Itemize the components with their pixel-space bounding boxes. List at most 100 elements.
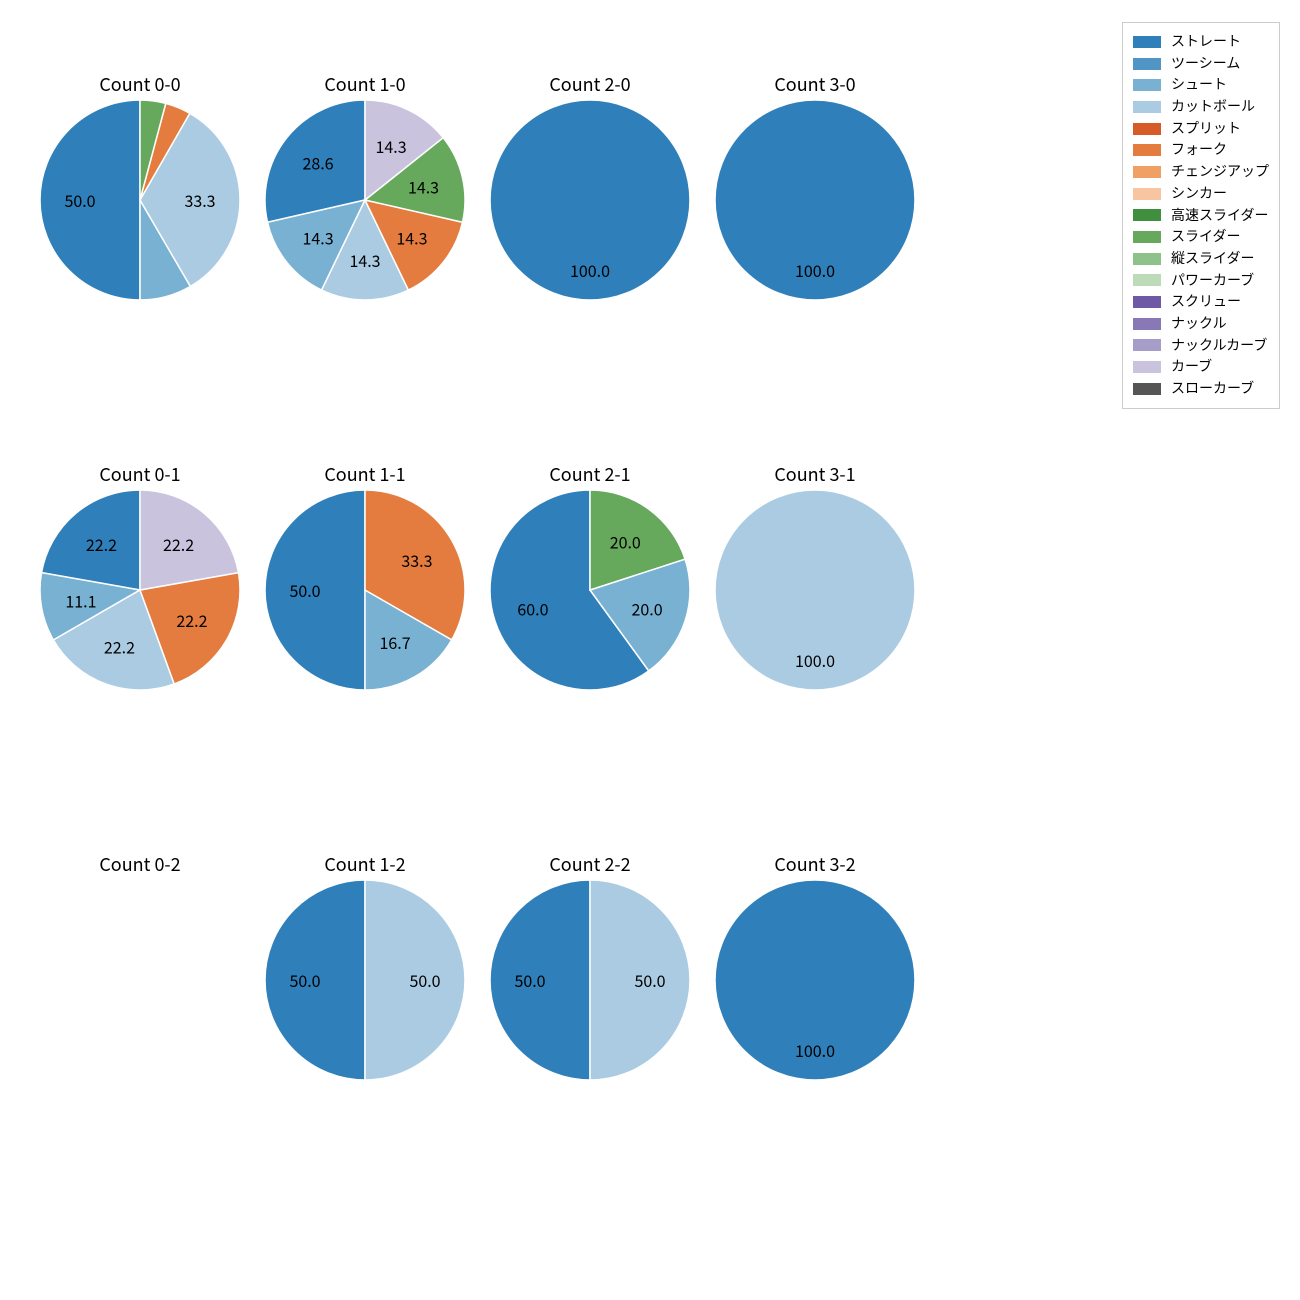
- legend-swatch: [1133, 101, 1161, 113]
- slice-label: 11.1: [65, 588, 96, 612]
- legend-item: 高速スライダー: [1133, 205, 1269, 227]
- chart-title: Count 3-1: [690, 461, 940, 487]
- chart-title: Count 1-0: [240, 71, 490, 97]
- slice-label: 14.3: [349, 248, 380, 272]
- pie-chart: Count 1-028.614.314.314.314.314.3: [240, 95, 490, 345]
- legend-item: フォーク: [1133, 139, 1269, 161]
- slice-label: 28.6: [303, 151, 334, 175]
- legend-label: カーブ: [1171, 356, 1212, 378]
- legend-swatch: [1133, 383, 1161, 395]
- chart-title: Count 1-2: [240, 851, 490, 877]
- legend-label: シュート: [1171, 74, 1227, 96]
- slice-label: 50.0: [289, 578, 320, 602]
- slice-label: 14.3: [396, 225, 427, 249]
- pie-chart: Count 2-250.050.0: [465, 875, 715, 1125]
- chart-title: Count 0-0: [15, 71, 265, 97]
- chart-title: Count 2-2: [465, 851, 715, 877]
- legend-label: スライダー: [1171, 226, 1240, 248]
- legend-swatch: [1133, 188, 1161, 200]
- slice-label: 14.3: [375, 134, 406, 158]
- legend-label: カットボール: [1171, 96, 1255, 118]
- legend-swatch: [1133, 209, 1161, 221]
- legend-item: ストレート: [1133, 31, 1269, 53]
- legend-swatch: [1133, 274, 1161, 286]
- legend-swatch: [1133, 231, 1161, 243]
- legend-label: フォーク: [1171, 139, 1227, 161]
- chart-title: Count 3-2: [690, 851, 940, 877]
- legend-item: 縦スライダー: [1133, 248, 1269, 270]
- pie-chart: Count 3-0100.0: [690, 95, 940, 345]
- legend-label: スプリット: [1171, 118, 1241, 140]
- slice-label: 50.0: [289, 968, 320, 992]
- legend-swatch: [1133, 253, 1161, 265]
- chart-title: Count 2-1: [465, 461, 715, 487]
- legend-swatch: [1133, 58, 1161, 70]
- legend-swatch: [1133, 79, 1161, 91]
- legend-label: シンカー: [1171, 183, 1227, 205]
- legend-item: ナックルカーブ: [1133, 335, 1269, 357]
- legend-item: カーブ: [1133, 356, 1269, 378]
- chart-title: Count 3-0: [690, 71, 940, 97]
- legend-item: ナックル: [1133, 313, 1269, 335]
- legend-item: スライダー: [1133, 226, 1269, 248]
- pie-chart: Count 3-2100.0: [690, 875, 940, 1125]
- legend-item: スローカーブ: [1133, 378, 1269, 400]
- slice-label: 14.3: [408, 175, 439, 199]
- pitch-type-legend: ストレートツーシームシュートカットボールスプリットフォークチェンジアップシンカー…: [1122, 22, 1280, 409]
- slice-label: 50.0: [409, 968, 440, 992]
- slice-label: 16.7: [380, 630, 411, 654]
- chart-title: Count 0-1: [15, 461, 265, 487]
- legend-label: スクリュー: [1171, 291, 1241, 313]
- legend-label: チェンジアップ: [1171, 161, 1269, 183]
- slice-label: 22.2: [104, 634, 135, 658]
- slice-label: 20.0: [610, 529, 641, 553]
- legend-item: スクリュー: [1133, 291, 1269, 313]
- pie-chart: Count 2-0100.0: [465, 95, 715, 345]
- slice-label: 22.2: [86, 532, 117, 556]
- pie-chart: Count 2-160.020.020.0: [465, 485, 715, 735]
- legend-item: パワーカーブ: [1133, 270, 1269, 292]
- legend-label: 縦スライダー: [1171, 248, 1254, 270]
- slice-label: 100.0: [795, 1038, 835, 1062]
- legend-item: シンカー: [1133, 183, 1269, 205]
- legend-label: ナックル: [1171, 313, 1227, 335]
- legend-item: カットボール: [1133, 96, 1269, 118]
- legend-item: スプリット: [1133, 118, 1269, 140]
- slice-label: 100.0: [795, 648, 835, 672]
- pie-chart: Count 1-150.016.733.3: [240, 485, 490, 735]
- slice-label: 60.0: [517, 597, 548, 621]
- legend-swatch: [1133, 144, 1161, 156]
- chart-title: Count 2-0: [465, 71, 715, 97]
- pie-chart: Count 1-250.050.0: [240, 875, 490, 1125]
- slice-label: 20.0: [632, 597, 663, 621]
- slice-label: 50.0: [634, 968, 665, 992]
- slice-label: 22.2: [163, 532, 194, 556]
- pie-chart: Count 0-122.211.122.222.222.2: [15, 485, 265, 735]
- slice-label: 22.2: [176, 608, 207, 632]
- legend-swatch: [1133, 36, 1161, 48]
- legend-label: ナックルカーブ: [1171, 335, 1267, 357]
- legend-label: 高速スライダー: [1171, 205, 1268, 227]
- legend-item: ツーシーム: [1133, 53, 1269, 75]
- legend-label: パワーカーブ: [1171, 270, 1254, 292]
- pie-chart: Count 0-050.033.3: [15, 95, 265, 345]
- legend-label: スローカーブ: [1171, 378, 1254, 400]
- legend-swatch: [1133, 339, 1161, 351]
- legend-item: シュート: [1133, 74, 1269, 96]
- legend-swatch: [1133, 123, 1161, 135]
- slice-label: 50.0: [64, 188, 95, 212]
- slice-label: 14.3: [303, 225, 334, 249]
- pie-chart: Count 3-1100.0: [690, 485, 940, 735]
- legend-label: ツーシーム: [1171, 53, 1240, 75]
- chart-title: Count 0-2: [15, 851, 265, 877]
- slice-label: 33.3: [401, 548, 432, 572]
- pie-chart: Count 0-2: [15, 875, 265, 1125]
- legend-label: ストレート: [1171, 31, 1241, 53]
- chart-title: Count 1-1: [240, 461, 490, 487]
- legend-swatch: [1133, 318, 1161, 330]
- slice-label: 100.0: [570, 258, 610, 282]
- legend-item: チェンジアップ: [1133, 161, 1269, 183]
- slice-label: 50.0: [514, 968, 545, 992]
- legend-swatch: [1133, 166, 1161, 178]
- legend-swatch: [1133, 361, 1161, 373]
